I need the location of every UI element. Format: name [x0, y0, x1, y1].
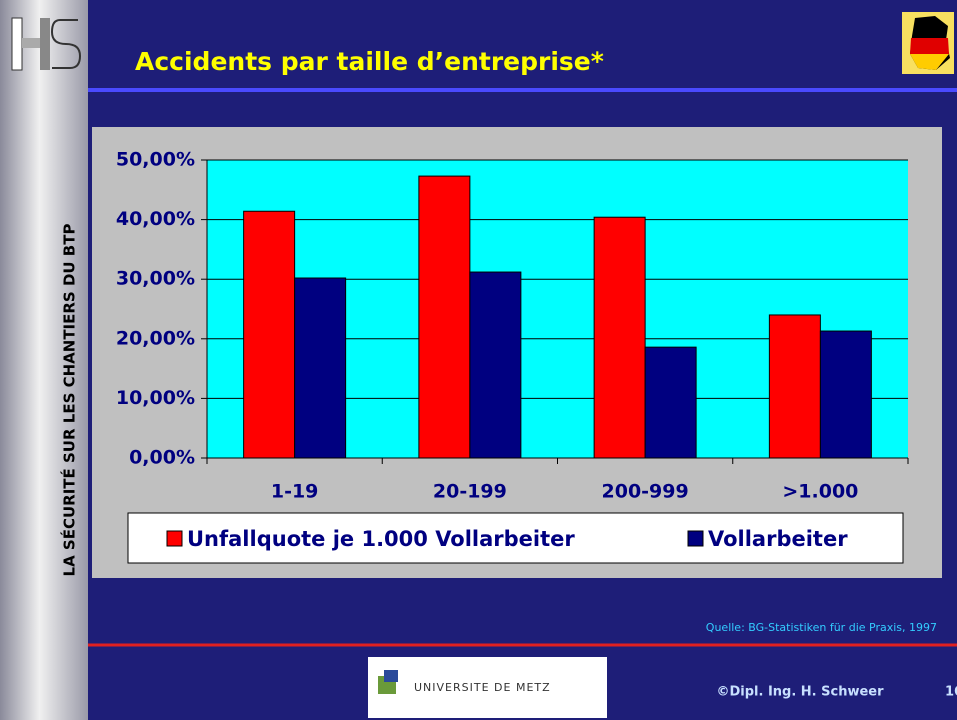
y-tick-label: 50,00% [116, 149, 195, 171]
sidebar [0, 0, 88, 720]
x-tick-label: >1.000 [782, 481, 858, 503]
logo-hs [11, 17, 82, 71]
y-tick-label: 0,00% [129, 447, 195, 469]
legend-label: Unfallquote je 1.000 Vollarbeiter [187, 527, 575, 551]
x-tick-label: 200-999 [602, 481, 689, 503]
y-tick-label: 20,00% [116, 327, 195, 349]
bar [644, 346, 697, 459]
source-note: Quelle: BG-Statistiken für die Praxis, 1… [706, 621, 937, 634]
bar [243, 210, 296, 459]
slide-title: Accidents par taille d’entreprise* [135, 47, 604, 76]
x-tick-label: 1-19 [271, 481, 319, 503]
legend-swatch [687, 530, 704, 547]
bar [418, 175, 471, 459]
legend [127, 512, 904, 564]
author: ©Dipl. Ing. H. Schweer [716, 685, 884, 700]
bar [819, 330, 872, 459]
x-tick-label: 20-199 [433, 481, 507, 503]
y-tick-label: 10,00% [116, 387, 195, 409]
legend-swatch [166, 530, 183, 547]
page-number: 16 [945, 685, 957, 700]
sidebar-label: LA SÉCURITÉ SUR LES CHANTIERS DU BTP [60, 224, 79, 577]
y-tick-label: 30,00% [116, 268, 195, 290]
y-tick-label: 40,00% [116, 208, 195, 230]
bar [593, 216, 646, 459]
university-logo: UNIVERSITE DE METZ [368, 657, 607, 718]
university-name: UNIVERSITE DE METZ [414, 681, 551, 694]
bar [469, 271, 522, 459]
bar [294, 277, 347, 459]
legend-label: Vollarbeiter [708, 527, 848, 551]
bar [768, 314, 821, 459]
flag [902, 12, 954, 74]
